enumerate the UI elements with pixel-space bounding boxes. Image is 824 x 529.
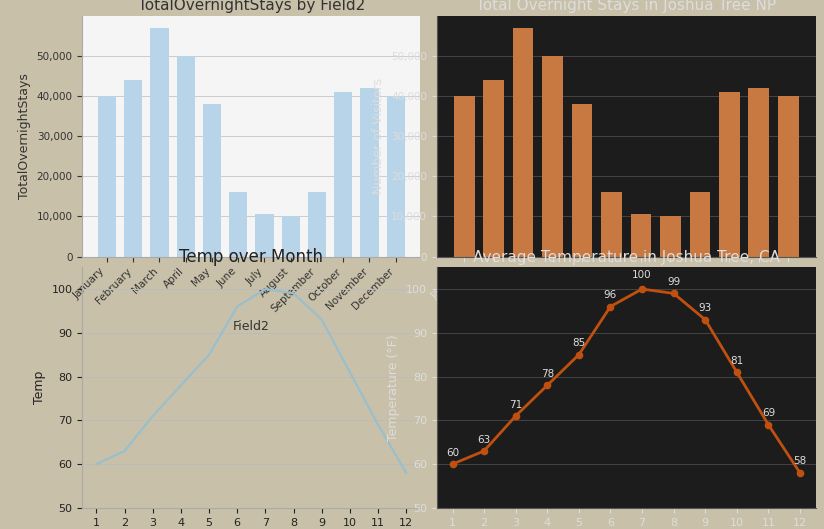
Title: Average Temperature in Joshua Tree, CA: Average Temperature in Joshua Tree, CA — [473, 250, 780, 264]
Bar — [660, 216, 681, 257]
Y-axis label: Number of Visitors: Number of Visitors — [372, 78, 386, 194]
Y-axis label: Temp: Temp — [33, 371, 46, 404]
Bar — [748, 88, 769, 257]
Bar — [124, 80, 143, 257]
Text: 78: 78 — [541, 369, 554, 379]
Text: 96: 96 — [604, 290, 617, 300]
X-axis label: Field2: Field2 — [233, 320, 269, 333]
Text: 58: 58 — [794, 457, 807, 467]
Text: 100: 100 — [632, 270, 652, 280]
Bar — [150, 28, 169, 257]
Title: Total Overnight Stays in Joshua Tree NP: Total Overnight Stays in Joshua Tree NP — [476, 0, 776, 13]
Bar — [98, 96, 116, 257]
X-axis label: Month: Month — [606, 320, 646, 333]
Text: 71: 71 — [509, 399, 522, 409]
Bar — [386, 96, 405, 257]
Bar — [203, 104, 221, 257]
Bar — [282, 216, 300, 257]
Text: 99: 99 — [667, 277, 681, 287]
Bar — [778, 96, 798, 257]
Y-axis label: TotalOvernightStays: TotalOvernightStays — [18, 74, 31, 199]
Bar — [542, 56, 563, 257]
Bar — [454, 96, 475, 257]
Bar — [484, 80, 504, 257]
Bar — [176, 56, 195, 257]
Bar — [334, 92, 353, 257]
Text: 93: 93 — [699, 303, 712, 313]
Bar — [229, 193, 247, 257]
Text: 81: 81 — [730, 356, 743, 366]
Bar — [690, 193, 710, 257]
Bar — [572, 104, 592, 257]
Bar — [719, 92, 740, 257]
Y-axis label: Temperature (°F): Temperature (°F) — [387, 334, 400, 441]
Text: 60: 60 — [446, 448, 459, 458]
Title: Temp over Month: Temp over Month — [180, 248, 323, 266]
Bar — [602, 193, 622, 257]
Bar — [255, 214, 274, 257]
Text: 63: 63 — [477, 435, 491, 444]
Bar — [513, 28, 533, 257]
Bar — [630, 214, 651, 257]
Bar — [360, 88, 379, 257]
Text: 69: 69 — [761, 408, 775, 418]
Bar — [307, 193, 326, 257]
Title: TotalOvernightStays by Field2: TotalOvernightStays by Field2 — [138, 0, 365, 13]
Text: 85: 85 — [572, 339, 586, 348]
